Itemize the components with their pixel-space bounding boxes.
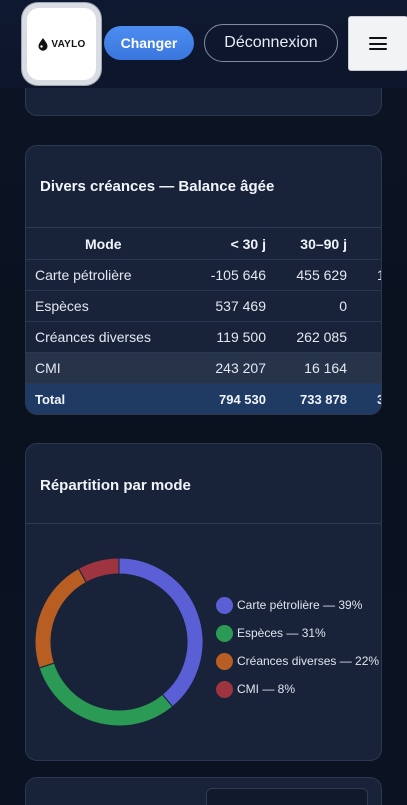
card-divider <box>26 523 381 524</box>
total-lt30: 794 530 <box>219 391 266 407</box>
top-bar: VAYLO Changer Déconnexion <box>0 0 407 88</box>
cell-30-90: 0 <box>339 298 347 314</box>
table-row: Créances diverses 119 500 262 085 <box>26 321 381 352</box>
table-row: CMI 243 207 16 164 <box>26 352 381 383</box>
next-card <box>25 777 382 805</box>
donut-slice-carte-p-troli-re[interactable] <box>118 557 204 708</box>
chart-legend: Carte pétrolière — 39% Espèces — 31% Cré… <box>216 591 379 703</box>
cell-30-90: 16 164 <box>304 360 347 376</box>
cell-lt30: -105 646 <box>210 267 266 283</box>
donut-slice-esp-ces[interactable] <box>38 662 174 727</box>
cell-more: 1 <box>377 260 381 290</box>
table-row: Carte pétrolière -105 646 455 629 1 <box>26 259 381 290</box>
cell-lt30: 537 469 <box>215 298 266 314</box>
logo-inner: VAYLO <box>27 8 96 80</box>
logo[interactable]: VAYLO <box>22 3 101 85</box>
legend-item[interactable]: Espèces — 31% <box>216 619 379 647</box>
table-header-row: Mode < 30 j 30–90 j <box>26 227 381 259</box>
cell-mode: Espèces <box>35 298 89 314</box>
cell-mode: Créances diverses <box>35 329 151 345</box>
logout-button[interactable]: Déconnexion <box>204 24 338 62</box>
donut-slice-cr-ances-diverses[interactable] <box>34 567 87 669</box>
col-header-lt30: < 30 j <box>230 235 266 252</box>
distribution-card: Répartition par mode Carte pétrolière — … <box>25 443 382 761</box>
legend-item[interactable]: Créances diverses — 22% <box>216 647 379 675</box>
col-header-30-90: 30–90 j <box>300 235 347 252</box>
legend-label: Espèces — 31% <box>237 626 326 640</box>
cell-mode: Carte pétrolière <box>35 267 132 283</box>
receivables-card-title: Divers créances — Balance âgée <box>40 178 275 195</box>
legend-item[interactable]: CMI — 8% <box>216 675 379 703</box>
cell-lt30: 243 207 <box>215 360 266 376</box>
col-header-mode: Mode <box>85 235 122 252</box>
legend-swatch <box>216 624 233 642</box>
table-row: Espèces 537 469 0 <box>26 290 381 321</box>
legend-swatch <box>216 680 233 698</box>
legend-item[interactable]: Carte pétrolière — 39% <box>216 591 379 619</box>
cell-30-90: 455 629 <box>296 267 347 283</box>
legend-label: Carte pétrolière — 39% <box>237 598 363 612</box>
drop-icon <box>38 38 48 51</box>
total-more: 3 <box>377 384 381 414</box>
aging-table: Mode < 30 j 30–90 j Carte pétrolière -10… <box>26 227 381 414</box>
total-label: Total <box>35 391 66 407</box>
cell-mode: CMI <box>35 360 61 376</box>
menu-button[interactable] <box>348 16 407 71</box>
total-30-90: 733 878 <box>300 391 347 407</box>
legend-label: Créances diverses — 22% <box>237 654 380 668</box>
table-total-row: Total 794 530 733 878 3 <box>26 383 381 414</box>
legend-swatch <box>216 596 233 614</box>
donut-slice-cmi[interactable] <box>77 557 120 584</box>
receivables-aging-card: Divers créances — Balance âgée Mode < 30… <box>25 145 382 415</box>
legend-swatch <box>216 652 233 670</box>
legend-label: CMI — 8% <box>237 682 296 696</box>
logo-text: VAYLO <box>51 38 86 50</box>
distribution-card-title: Répartition par mode <box>40 477 191 494</box>
cell-lt30: 119 500 <box>216 329 266 345</box>
hamburger-icon <box>369 37 387 50</box>
changer-button[interactable]: Changer <box>104 26 194 60</box>
donut-chart <box>34 557 204 727</box>
year-field[interactable] <box>206 788 368 805</box>
cell-30-90: 262 085 <box>296 329 347 345</box>
